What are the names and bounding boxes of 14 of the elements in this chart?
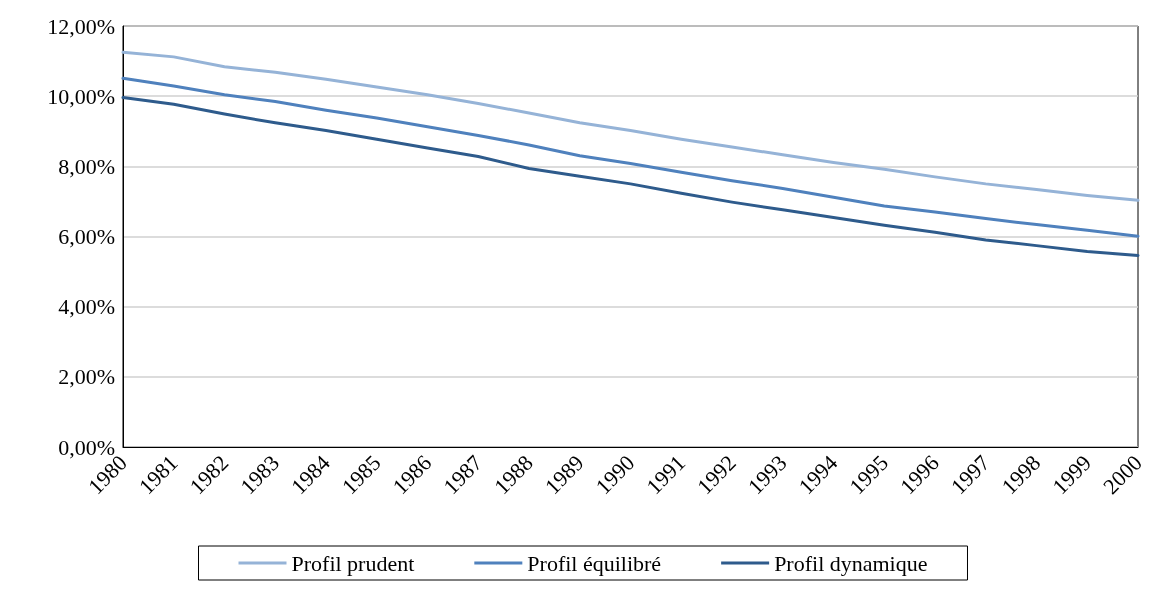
line-series: [121, 96, 1140, 257]
y-tick-label: 2,00%: [58, 364, 115, 390]
y-tick-label: 10,00%: [47, 83, 115, 109]
x-tick-label: 1981: [133, 450, 183, 499]
legend-label: Profil dynamique: [774, 550, 928, 576]
x-tick-label: 1991: [641, 450, 691, 499]
y-tick-label: 6,00%: [58, 224, 115, 249]
legend-label: Profil prudent: [291, 550, 415, 576]
y-tick-label: 12,00%: [47, 13, 115, 39]
legend-label: Profil équilibré: [527, 550, 662, 576]
y-tick-label: 4,00%: [58, 294, 115, 320]
y-tick-label: 8,00%: [58, 153, 115, 179]
line-series: [121, 76, 1140, 238]
line-series: [121, 50, 1140, 202]
